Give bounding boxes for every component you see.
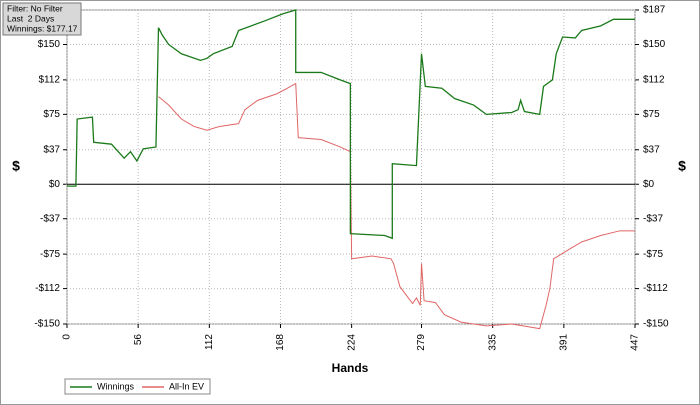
legend-label: Winnings <box>97 381 135 391</box>
y-tick-label: $0 <box>49 179 61 190</box>
series-line <box>67 9 635 240</box>
y-tick-label-right: $150 <box>643 39 666 50</box>
y-tick-label-right: $75 <box>643 109 660 120</box>
x-tick-label: 447 <box>630 334 641 351</box>
y-axis-label-right: $ <box>678 158 686 174</box>
y-tick-label: -$112 <box>35 283 60 294</box>
x-tick-label: 335 <box>487 334 498 351</box>
x-tick-label: 391 <box>558 334 569 351</box>
legend-label: All-In EV <box>169 381 204 391</box>
y-tick-label-right: $187 <box>643 5 666 16</box>
y-tick-label-right: -$112 <box>643 283 668 294</box>
y-tick-label: $112 <box>38 75 60 86</box>
y-tick-label: -$75 <box>40 249 60 260</box>
info-line: Winnings: $177.17 <box>7 23 78 33</box>
y-tick-label-right: -$75 <box>643 249 663 260</box>
y-tick-label: $37 <box>43 144 60 155</box>
y-tick-label-right: -$37 <box>643 213 663 224</box>
x-axis-label: Hands <box>332 361 369 375</box>
x-tick-label: 0 <box>62 334 73 340</box>
y-tick-label-right: $112 <box>643 75 665 86</box>
x-tick-label: 279 <box>416 334 427 351</box>
legend-box <box>64 378 211 395</box>
y-tick-label: $75 <box>43 109 60 120</box>
y-tick-label-right: $0 <box>643 179 655 190</box>
y-axis-label: $ <box>12 158 20 174</box>
y-tick-label: -$37 <box>40 213 60 224</box>
y-tick-label: -$150 <box>34 319 60 330</box>
series-line <box>158 82 635 330</box>
y-tick-label-right: -$150 <box>643 319 669 330</box>
info-line: Last 2 Days <box>7 13 54 23</box>
info-line: Filter: No Filter <box>7 3 63 13</box>
x-tick-label: 168 <box>275 334 286 351</box>
x-tick-label: 112 <box>204 334 215 350</box>
y-tick-label: $150 <box>38 39 61 50</box>
x-tick-label: 56 <box>133 334 144 346</box>
x-tick-label: 224 <box>346 334 357 351</box>
info-box <box>2 2 82 36</box>
y-tick-label-right: $37 <box>643 144 660 155</box>
